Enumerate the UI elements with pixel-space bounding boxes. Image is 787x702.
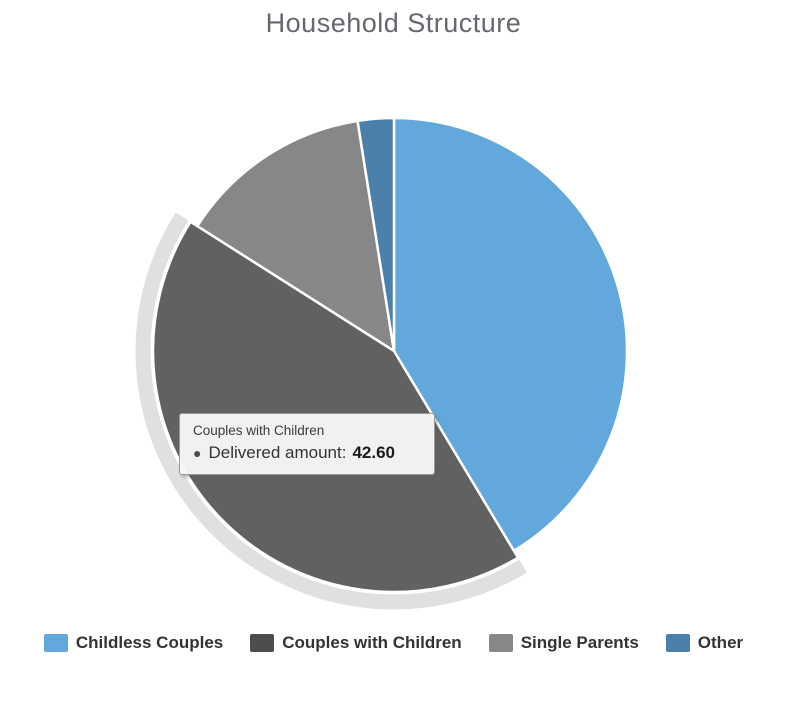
legend: Childless Couples Couples with Children Si…: [0, 633, 787, 653]
pie-slice-single-parents[interactable]: [196, 119, 396, 353]
legend-label: Couples with Children: [282, 633, 462, 652]
tooltip: Couples with Children ● Delivered amount…: [179, 413, 435, 475]
legend-item-couples-with-children[interactable]: Couples with Children: [250, 633, 462, 653]
tooltip-value-row: ● Delivered amount: 42.60: [193, 443, 421, 463]
series-marker-icon: ●: [193, 445, 202, 461]
tooltip-category: Couples with Children: [193, 423, 325, 438]
legend-swatch-icon: [665, 634, 690, 652]
legend-swatch-icon: [488, 634, 513, 652]
chart-title: Household Structure: [265, 8, 522, 38]
pie-slice-other[interactable]: [356, 116, 396, 353]
tooltip-value: 42.60: [352, 443, 395, 462]
pie-slice-childless-couples[interactable]: [392, 116, 629, 553]
legend-label: Other: [697, 633, 744, 652]
legend-swatch-icon: [43, 634, 68, 652]
tooltip-metric-label: Delivered amount:: [208, 443, 347, 462]
legend-item-other[interactable]: Other: [665, 633, 744, 653]
pie-slice-couples-with-children[interactable]: [151, 220, 520, 594]
legend-label: Childless Couples: [75, 633, 224, 652]
legend-item-childless-couples[interactable]: Childless Couples: [43, 633, 224, 653]
legend-item-single-parents[interactable]: Single Parents: [488, 633, 639, 653]
legend-swatch-icon: [250, 634, 275, 652]
hover-halo: [135, 212, 527, 610]
legend-label: Single Parents: [520, 633, 639, 652]
